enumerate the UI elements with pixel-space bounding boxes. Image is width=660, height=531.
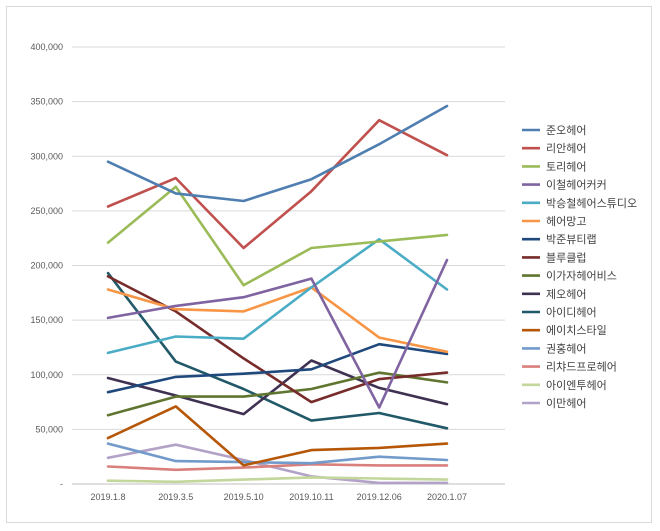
legend-item: 아이디헤어 (522, 306, 597, 319)
x-tick-label: 2019.1.8 (90, 492, 125, 502)
series-line-토리헤어 (106, 185, 449, 287)
series-line-아이엔투헤어 (106, 476, 449, 484)
legend-item: 리챠드프로헤어 (522, 361, 617, 374)
y-tick-label: 200,000 (30, 261, 63, 271)
legend-item: 준오헤어 (522, 124, 586, 137)
legend-label: 리챠드프로헤어 (546, 361, 617, 374)
series-line-박승철헤어스튜디오 (106, 238, 449, 355)
y-tick-label: 400,000 (30, 42, 63, 52)
x-tick-label: 2019.5.10 (224, 492, 264, 502)
legend-label: 블루클럽 (546, 250, 586, 264)
legend-item: 이가자헤어비스 (522, 270, 617, 283)
legend-label: 이철헤어커커 (546, 179, 607, 192)
legend-item: 리안헤어 (522, 142, 586, 155)
legend-item: 아이엔투헤어 (522, 379, 607, 392)
series-line-권홍헤어 (106, 442, 449, 465)
legend-label: 박준뷰티랩 (546, 233, 597, 246)
series-line-이가자헤어비스 (106, 371, 449, 417)
legend-item: 권홍헤어 (522, 341, 586, 355)
series-line-에이치스타일 (106, 405, 449, 467)
y-tick-label: 100,000 (30, 370, 63, 380)
legend-label: 이가자헤어비스 (546, 270, 617, 283)
legend-item: 제오헤어 (522, 288, 586, 301)
legend-item: 헤어망고 (522, 215, 586, 228)
series-line-리챠드프로헤어 (106, 462, 449, 472)
legend-item: 이만헤어 (522, 397, 586, 410)
series-line-리안헤어 (106, 118, 449, 250)
legend-label: 박승철헤어스튜디오 (546, 197, 637, 210)
x-tick-label: 2019.12.06 (357, 492, 402, 502)
series-line-이만헤어 (106, 443, 449, 485)
y-tick-label: - (60, 479, 63, 489)
legend-label: 아이디헤어 (546, 306, 597, 319)
legend-item: 이철헤어커커 (522, 179, 607, 192)
x-tick-label: 2019.10.11 (289, 492, 333, 502)
legend-item: 박승철헤어스튜디오 (522, 197, 637, 210)
legend-label: 권홍헤어 (546, 341, 586, 355)
gridlines (72, 46, 505, 485)
legend-label: 준오헤어 (546, 124, 586, 137)
legend-item: 블루클럽 (522, 250, 586, 264)
y-tick-label: 350,000 (30, 97, 63, 107)
legend: 준오헤어리안헤어토리헤어이철헤어커커박승철헤어스튜디오헤어망고박준뷰티랩블루클럽… (522, 124, 637, 410)
y-tick-label: 250,000 (30, 206, 63, 216)
legend-item: 박준뷰티랩 (522, 233, 597, 246)
legend-item: 에이치스타일 (522, 323, 607, 337)
legend-label: 헤어망고 (546, 215, 586, 228)
series-lines (106, 104, 449, 485)
y-axis: - 50,000 100,000 150,000 200,000 250,000 300,0… (30, 42, 63, 489)
y-tick-label: 300,000 (30, 151, 63, 161)
x-axis: 2019.1.8 2019.3.5 2019.5.10 2019.10.11 2019.… (90, 492, 467, 502)
legend-label: 토리헤어 (546, 160, 586, 173)
series-line-제오헤어 (106, 359, 449, 416)
legend-label: 이만헤어 (546, 397, 586, 410)
legend-label: 리안헤어 (546, 142, 586, 155)
series-line-박준뷰티랩 (106, 342, 449, 394)
series-line-이철헤어커커 (106, 258, 449, 409)
y-tick-label: 150,000 (30, 315, 63, 325)
series-line-아이디헤어 (106, 271, 449, 430)
legend-label: 에이치스타일 (546, 323, 607, 337)
legend-label: 제오헤어 (546, 288, 586, 301)
y-tick-label: 50,000 (35, 424, 63, 434)
legend-item: 토리헤어 (522, 160, 586, 173)
legend-label: 아이엔투헤어 (546, 379, 607, 392)
series-line-준오헤어 (106, 104, 449, 203)
x-tick-label: 2020.1.07 (427, 492, 467, 502)
x-tick-label: 2019.3.5 (158, 492, 193, 502)
series-line-헤어망고 (106, 286, 449, 354)
